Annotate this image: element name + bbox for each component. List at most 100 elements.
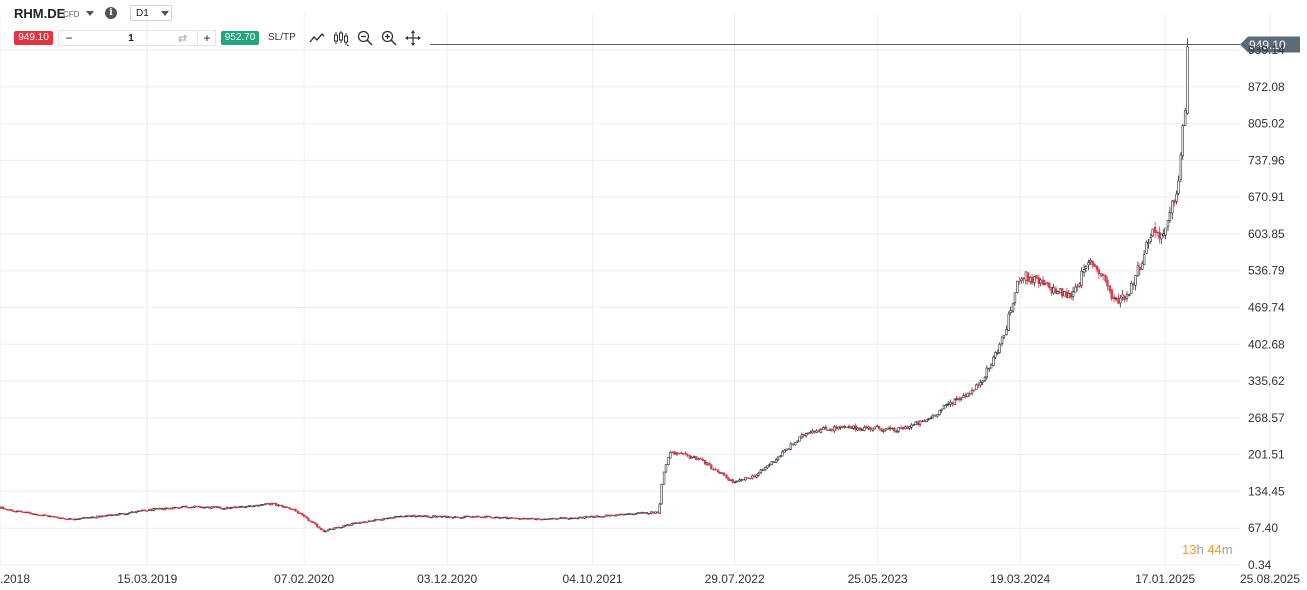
candle bbox=[255, 504, 259, 507]
candle bbox=[156, 507, 159, 510]
candle bbox=[1071, 286, 1075, 301]
candle bbox=[654, 511, 657, 514]
x-tick-label: 25.05.2023 bbox=[848, 572, 908, 586]
sell-button[interactable]: 949.10 bbox=[14, 31, 53, 45]
candle bbox=[669, 450, 672, 459]
zoom-in-icon[interactable] bbox=[381, 30, 397, 46]
increase-quantity-button[interactable]: + bbox=[203, 31, 211, 45]
candle bbox=[819, 427, 823, 434]
candle bbox=[966, 392, 969, 398]
candle bbox=[837, 426, 840, 430]
candle bbox=[615, 514, 618, 517]
candle bbox=[647, 512, 651, 515]
candle bbox=[640, 511, 644, 514]
candle bbox=[888, 425, 892, 431]
candle bbox=[473, 516, 476, 518]
candle bbox=[1162, 229, 1165, 238]
candle bbox=[290, 508, 293, 511]
sl-tp-button[interactable]: SL/TP bbox=[268, 32, 296, 43]
candle bbox=[811, 428, 814, 434]
candle bbox=[260, 503, 263, 507]
candle bbox=[1177, 175, 1180, 196]
candle bbox=[190, 506, 194, 509]
candle bbox=[1009, 306, 1012, 316]
x-tick-label: 04.10.2021 bbox=[563, 572, 623, 586]
candle bbox=[1052, 283, 1055, 295]
quantity-input[interactable]: 1 bbox=[128, 33, 134, 44]
candle bbox=[184, 505, 188, 508]
y-tick-label: 805.02 bbox=[1248, 117, 1285, 131]
candle bbox=[994, 351, 997, 360]
candle bbox=[1121, 290, 1124, 301]
candle bbox=[914, 421, 917, 425]
candle bbox=[61, 517, 65, 520]
candle bbox=[1043, 280, 1047, 286]
candle bbox=[957, 396, 961, 403]
candle bbox=[216, 506, 220, 508]
candle bbox=[871, 428, 875, 432]
candle bbox=[1114, 296, 1118, 302]
candle bbox=[12, 510, 15, 512]
timeframe-select[interactable]: D1 bbox=[130, 5, 172, 21]
candle bbox=[940, 408, 943, 413]
candle bbox=[938, 409, 941, 416]
candle bbox=[841, 425, 845, 429]
candle bbox=[240, 505, 243, 508]
candle bbox=[148, 509, 151, 512]
candle bbox=[212, 506, 215, 508]
candle bbox=[1060, 288, 1064, 299]
candle bbox=[139, 510, 142, 512]
candle bbox=[313, 522, 317, 525]
move-icon[interactable] bbox=[405, 30, 421, 46]
candle bbox=[1056, 290, 1060, 295]
candle bbox=[813, 430, 816, 435]
candle bbox=[1035, 274, 1038, 280]
candle bbox=[561, 517, 564, 520]
candle bbox=[626, 513, 629, 516]
line-chart-icon[interactable] bbox=[309, 30, 325, 46]
zoom-out-icon[interactable] bbox=[357, 30, 373, 46]
x-tick-label: 03.12.2020 bbox=[417, 572, 477, 586]
candle bbox=[1130, 280, 1133, 294]
candle bbox=[699, 457, 702, 460]
candle bbox=[906, 425, 909, 430]
candle bbox=[772, 461, 775, 464]
x-tick-label: 10.05.2018 bbox=[0, 572, 30, 586]
candle bbox=[533, 518, 537, 521]
candle bbox=[983, 376, 987, 383]
candle bbox=[934, 414, 937, 418]
candle bbox=[639, 512, 642, 514]
candle bbox=[671, 451, 674, 454]
candle bbox=[559, 516, 562, 519]
candle bbox=[867, 425, 870, 431]
swap-icon[interactable]: ⇄ bbox=[178, 33, 188, 45]
candle bbox=[464, 515, 467, 518]
candlestick-icon[interactable] bbox=[333, 30, 349, 46]
candle bbox=[975, 383, 978, 391]
candle bbox=[1018, 276, 1021, 286]
candle bbox=[527, 517, 530, 520]
candle bbox=[72, 518, 76, 521]
candle bbox=[386, 517, 390, 520]
candle bbox=[288, 506, 291, 510]
symbol-dropdown-icon[interactable] bbox=[86, 11, 94, 16]
candle bbox=[268, 502, 272, 506]
candle bbox=[959, 396, 963, 402]
info-icon[interactable]: i bbox=[105, 7, 117, 19]
x-tick-label: 19.03.2024 bbox=[990, 572, 1050, 586]
candle bbox=[354, 522, 358, 524]
candle bbox=[610, 514, 614, 517]
candle bbox=[81, 517, 84, 519]
decrease-quantity-button[interactable]: − bbox=[65, 31, 73, 45]
candle bbox=[942, 404, 946, 410]
buy-button[interactable]: 952.70 bbox=[221, 31, 259, 45]
candle bbox=[208, 506, 211, 509]
candle bbox=[1155, 230, 1159, 237]
candle bbox=[128, 512, 131, 514]
candle bbox=[369, 520, 373, 522]
candle bbox=[83, 517, 86, 519]
y-tick-label: 0.34 bbox=[1248, 558, 1272, 572]
symbol-name[interactable]: RHM.DE bbox=[14, 6, 66, 21]
candle bbox=[305, 515, 308, 519]
